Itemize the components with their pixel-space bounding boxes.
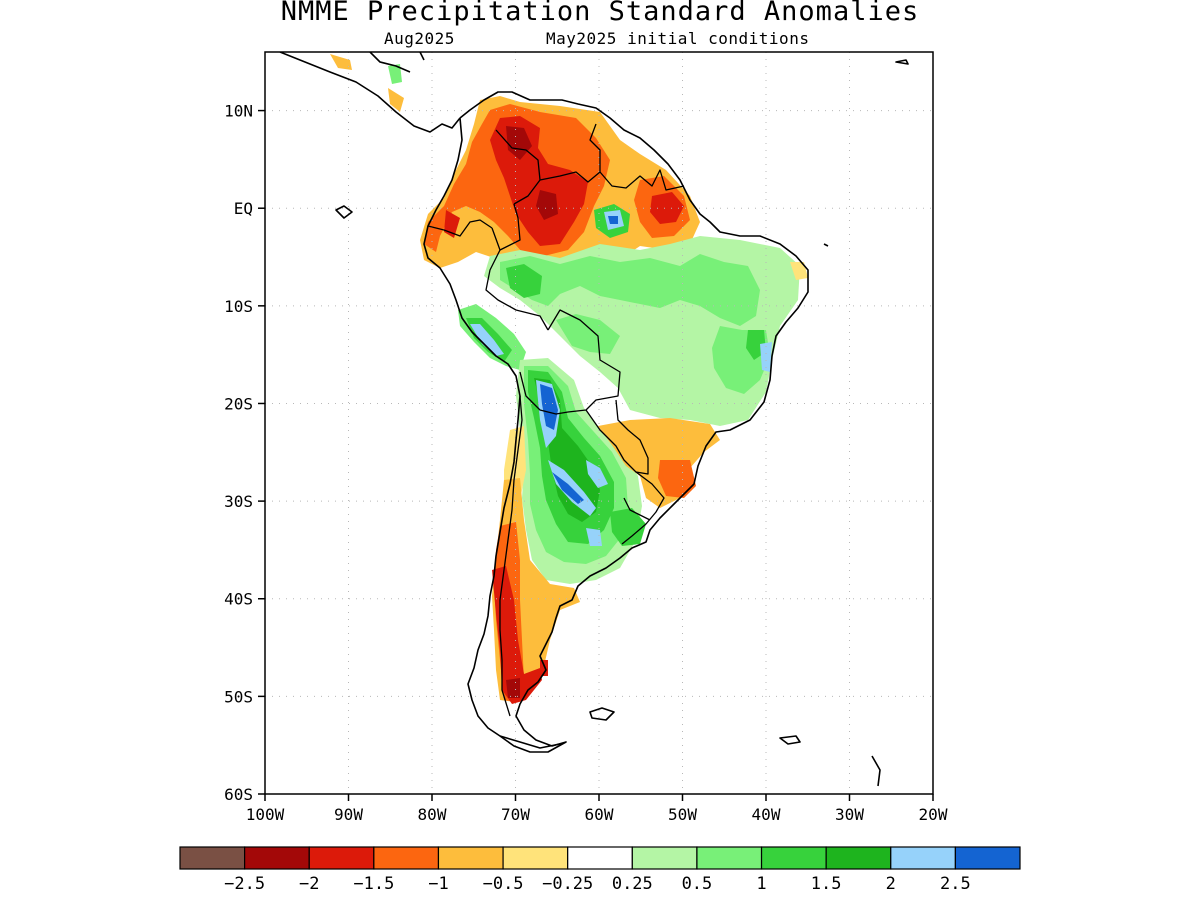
anomaly-uruguay-wet	[610, 508, 646, 546]
border-venezuela-brazil	[539, 123, 601, 183]
lat-tick-label: 40S	[224, 590, 253, 609]
coastline-tierra-del-fuego	[499, 707, 801, 749]
lon-tick-label: 30W	[835, 805, 864, 824]
colorbar-swatch	[244, 846, 310, 870]
border-guianas	[599, 169, 685, 191]
lat-tick-label: 50S	[224, 687, 253, 706]
colorbar-label: −2	[299, 874, 319, 894]
anomaly-field	[330, 54, 808, 704]
lat-tick-label: 60S	[224, 785, 253, 804]
colorbar-swatch	[890, 846, 956, 870]
latitude-axis: 10N EQ 10S 20S 30S 40S 50S 60S	[224, 102, 265, 804]
colorbar-label: −1	[428, 874, 448, 894]
lon-tick-label: 50W	[668, 805, 697, 824]
lat-tick-label: 10N	[224, 102, 253, 121]
colorbar-swatch	[567, 846, 633, 870]
colorbar-swatch	[502, 846, 569, 870]
border-peru-brazil	[485, 227, 549, 331]
lon-tick-label: 70W	[501, 805, 530, 824]
lon-tick-label: 40W	[752, 805, 781, 824]
colorbar-label: 0.5	[682, 874, 713, 894]
colorbar-label: 1.5	[811, 874, 842, 894]
lon-tick-label: 90W	[334, 805, 363, 824]
graticule	[265, 52, 933, 794]
lon-tick-label: 100W	[246, 805, 285, 824]
border-colombia-venezuela	[495, 129, 541, 205]
colorbar-label: −2.5	[224, 874, 265, 894]
colorbar-label: 2	[886, 874, 896, 894]
colorbar-swatch	[179, 846, 246, 870]
lon-tick-label: 20W	[919, 805, 948, 824]
border-paraguay	[585, 399, 649, 475]
lat-tick-label: EQ	[234, 199, 253, 218]
border-argentina-brazil-uruguay	[621, 471, 665, 545]
anomaly-amazon-wet-extreme	[608, 216, 618, 224]
colorbar-swatch	[631, 846, 698, 870]
colorbar: −2.5 −2 −1.5 −1 −0.5 −0.25 0.25 0.5 1 1.5 2 2.5	[179, 846, 1021, 894]
lon-tick-label: 80W	[418, 805, 447, 824]
coastlines	[279, 52, 909, 787]
anomaly-central-america-dry	[330, 54, 404, 112]
lat-tick-label: 10S	[224, 297, 253, 316]
colorbar-label: 0.25	[612, 874, 653, 894]
anomaly-amazon-wet-light	[500, 254, 770, 394]
border-bolivia	[519, 309, 621, 415]
lat-tick-label: 20S	[224, 394, 253, 413]
colorbar-swatch	[954, 846, 1021, 870]
lat-tick-label: 30S	[224, 492, 253, 511]
coastline-islands-atlantic	[823, 59, 909, 787]
lon-tick-label: 60W	[585, 805, 614, 824]
initial-conditions: May2025 initial conditions	[546, 29, 810, 48]
forecast-month: Aug2025	[384, 29, 455, 48]
colorbar-swatch	[373, 846, 440, 870]
anomaly-north-dry	[444, 116, 684, 246]
colorbar-swatch	[825, 846, 892, 870]
anomaly-patagonia-dry-strong	[506, 678, 520, 698]
colorbar-label: −0.25	[542, 874, 593, 894]
colorbar-label: 2.5	[940, 874, 971, 894]
coastline-galapagos	[335, 205, 353, 219]
colorbar-swatch	[696, 846, 763, 870]
anomaly-patagonia-dry	[492, 566, 548, 704]
country-borders	[427, 123, 685, 717]
border-argentina-chile	[499, 395, 523, 717]
anomaly-amazon-wet-strong	[604, 210, 772, 372]
border-colombia-brazil	[499, 203, 521, 251]
colorbar-label: 1	[756, 874, 766, 894]
anomaly-southbrazil-dry-mod	[658, 460, 696, 498]
colorbar-swatch	[760, 846, 827, 870]
anomaly-andes-wet-strong	[470, 324, 504, 356]
colorbar-label: −0.5	[483, 874, 524, 894]
anomaly-brazil-coast-dry-slight	[790, 262, 808, 280]
map-title: NMME Precipitation Standard Anomalies	[280, 0, 920, 27]
colorbar-swatch	[437, 846, 504, 870]
coastline-south-america	[423, 91, 809, 753]
anomaly-central-america-wet	[388, 64, 402, 84]
anomaly-chaco-wet-extreme	[540, 384, 584, 504]
colorbar-label: −1.5	[353, 874, 394, 894]
anomaly-uruguay-wet-strong	[586, 528, 602, 546]
border-ecuador-peru	[427, 219, 493, 237]
coastline-central-america	[279, 52, 461, 133]
longitude-axis: 100W 90W 80W 70W 60W 50W 40W 30W 20W	[246, 794, 948, 824]
colorbar-swatch	[308, 846, 375, 870]
